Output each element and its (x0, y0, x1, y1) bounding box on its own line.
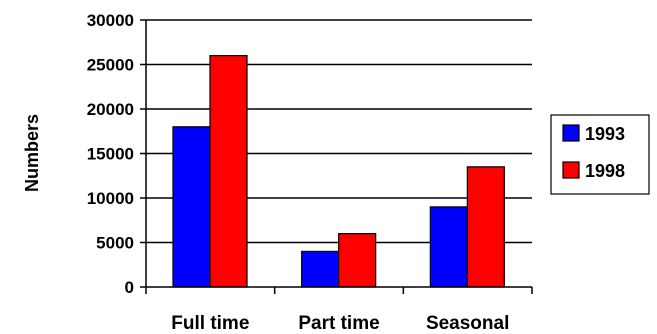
y-tick-label: 30000 (87, 11, 134, 30)
x-category-label: Full time (171, 313, 249, 334)
y-tick-label: 0 (125, 278, 134, 297)
bar-1998-part-time (338, 233, 377, 288)
legend-label: 1993 (585, 124, 625, 144)
tick-labels: 0 5000 10000 15000 20000 25000 30000 Full time P… (87, 11, 510, 334)
bar-1993-seasonal (429, 206, 468, 288)
bar-1993-part-time (301, 250, 340, 288)
y-tick-label: 15000 (87, 145, 134, 164)
bars (172, 54, 505, 288)
legend-label: 1998 (585, 161, 625, 181)
y-axis-title: Numbers (22, 114, 42, 192)
bar-1998-full-time (209, 54, 248, 288)
y-tick-label: 20000 (87, 100, 134, 119)
legend-swatch-1993 (562, 124, 580, 142)
x-category-label: Seasonal (426, 313, 509, 334)
y-tick-label: 5000 (96, 234, 134, 253)
legend: 1993 1998 (550, 114, 650, 195)
legend-swatch-1998 (562, 161, 580, 179)
y-tick-label: 10000 (87, 189, 134, 208)
axes (140, 19, 533, 294)
x-category-label: Part time (298, 313, 379, 334)
bar-1993-full-time (172, 126, 211, 288)
y-tick-label: 25000 (87, 56, 134, 75)
bar-1998-seasonal (466, 166, 505, 288)
